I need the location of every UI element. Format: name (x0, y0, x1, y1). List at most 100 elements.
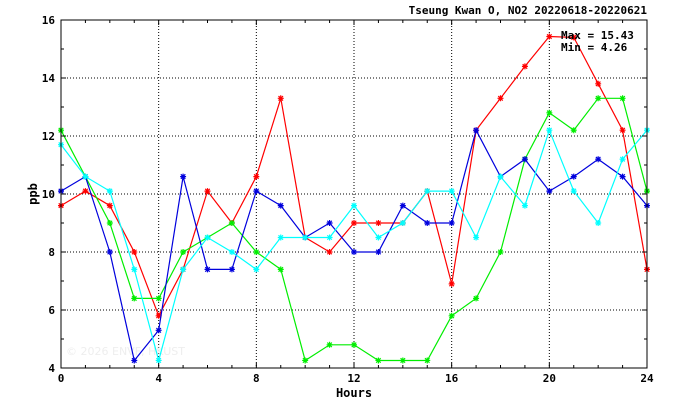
data-point (326, 249, 333, 255)
data-point (180, 173, 187, 180)
series-1 (58, 33, 650, 319)
data-point (82, 188, 89, 195)
data-point (619, 127, 626, 134)
chart-title: Tseung Kwan O, NO2 20220618-20220621 (409, 4, 648, 17)
max-annotation: Max = 15.43 (561, 29, 634, 42)
x-axis-title: Hours (336, 386, 372, 400)
data-point (375, 249, 382, 255)
data-point (228, 249, 235, 255)
data-point (277, 95, 284, 102)
data-point (253, 249, 260, 255)
data-point (351, 249, 357, 255)
data-point (375, 357, 382, 364)
data-point (82, 173, 89, 180)
data-point (155, 312, 162, 319)
data-point (326, 234, 333, 241)
y-tick-label: 16 (42, 14, 56, 27)
data-point (131, 266, 138, 273)
data-point (448, 312, 455, 319)
data-point (155, 327, 162, 334)
x-tick-label: 8 (253, 372, 260, 385)
data-point (546, 188, 553, 195)
data-point (204, 234, 211, 241)
data-point (619, 156, 626, 163)
data-point (253, 266, 260, 273)
data-point (204, 188, 211, 195)
x-tick-label: 0 (58, 372, 65, 385)
data-point (277, 266, 284, 273)
x-tick-label: 4 (155, 372, 162, 385)
series-layer (58, 33, 650, 364)
data-point (253, 188, 260, 195)
data-point (473, 295, 480, 302)
data-point (399, 220, 406, 226)
data-point (180, 249, 187, 255)
data-point (351, 341, 357, 348)
min-annotation: Min = 4.26 (561, 41, 628, 54)
data-point (595, 95, 602, 102)
y-tick-label: 12 (42, 130, 55, 143)
data-point (277, 234, 284, 241)
data-point (131, 357, 138, 364)
data-point (595, 156, 602, 163)
data-point (521, 63, 528, 70)
data-point (570, 173, 577, 180)
data-point (399, 357, 406, 364)
x-tick-label: 16 (445, 372, 459, 385)
data-point (497, 249, 504, 255)
y-axis-title: ppb (26, 183, 40, 205)
watermark: © 2026 ENVF, HKUST (66, 345, 185, 358)
data-point (473, 127, 480, 134)
x-tick-label: 12 (347, 372, 360, 385)
data-point (106, 249, 113, 255)
data-point (351, 220, 357, 226)
data-point (619, 95, 626, 102)
data-point (448, 280, 455, 287)
data-point (106, 188, 113, 195)
data-point (595, 80, 602, 87)
y-tick-label: 14 (42, 72, 56, 85)
data-point (521, 156, 528, 163)
data-point (302, 357, 309, 364)
data-point (180, 266, 187, 273)
data-point (326, 341, 333, 348)
data-point (277, 202, 284, 209)
data-point (131, 249, 138, 255)
data-point (521, 202, 528, 209)
data-point (619, 173, 626, 180)
data-point (473, 234, 480, 241)
data-point (497, 95, 504, 102)
data-point (204, 266, 211, 273)
y-tick-label: 6 (48, 304, 55, 317)
x-tick-label: 20 (543, 372, 556, 385)
data-point (351, 202, 357, 209)
data-point (448, 188, 455, 195)
data-point (253, 173, 260, 180)
data-point (326, 220, 333, 226)
data-point (595, 220, 602, 226)
data-point (302, 234, 309, 241)
data-point (497, 173, 504, 180)
data-point (155, 295, 162, 302)
data-point (131, 295, 138, 302)
data-point (155, 357, 162, 364)
watermark-layer: © 2026 ENVF, HKUST (66, 345, 185, 358)
data-point (228, 220, 235, 226)
data-point (546, 33, 553, 40)
data-point (424, 357, 431, 364)
y-tick-label: 4 (48, 362, 55, 375)
data-point (424, 188, 431, 195)
y-tick-label: 8 (48, 246, 55, 259)
data-point (375, 220, 382, 226)
data-point (448, 220, 455, 226)
data-point (546, 127, 553, 134)
data-point (106, 202, 113, 209)
data-point (570, 188, 577, 195)
data-point (399, 202, 406, 209)
data-point (375, 234, 382, 241)
data-point (570, 127, 577, 134)
data-point (106, 220, 113, 226)
